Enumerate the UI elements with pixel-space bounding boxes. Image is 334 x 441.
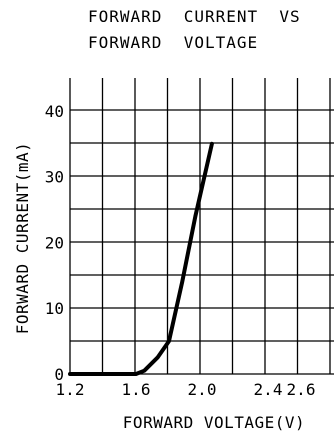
x-tick-label: 2.6	[287, 380, 316, 399]
x-tick-label: 1.6	[122, 380, 151, 399]
y-tick-label: 40	[45, 102, 64, 121]
chart-title: FORWARD CURRENT VS FORWARD VOLTAGE	[0, 8, 334, 62]
grid	[69, 78, 334, 375]
chart-title-line-2: FORWARD VOLTAGE	[88, 33, 259, 52]
chart-title-line-1: FORWARD CURRENT VS	[88, 7, 301, 26]
x-tick-label: 2.0	[188, 380, 217, 399]
y-tick-label: 0	[54, 365, 64, 384]
x-tick-label: 2.4	[254, 380, 283, 399]
series-layer	[68, 141, 214, 376]
tick-labels: 1.2 1.6 2.0 2.4 2.6 0 10 20 30 40	[45, 102, 316, 399]
x-axis-label: FORWARD VOLTAGE(V)	[123, 413, 305, 432]
y-axis-label: FORWARD CURRENT(mA)	[13, 142, 32, 335]
x-tick-label: 1.2	[56, 380, 85, 399]
y-tick-label: 10	[45, 299, 64, 318]
y-tick-label: 20	[45, 233, 64, 252]
series-line-0	[68, 141, 214, 376]
y-tick-label: 30	[45, 168, 64, 187]
